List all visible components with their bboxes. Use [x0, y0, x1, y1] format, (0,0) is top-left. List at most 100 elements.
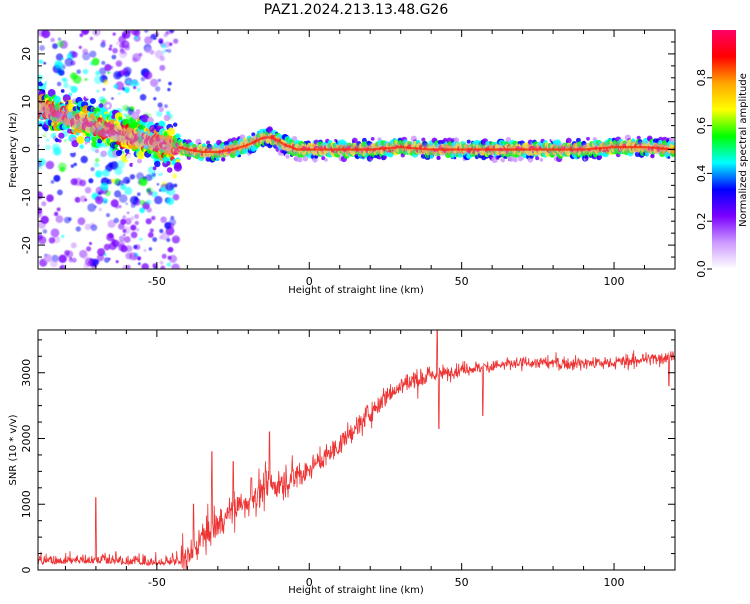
noise-blob — [148, 191, 153, 196]
noise-blob — [103, 79, 109, 85]
noise-blob — [126, 80, 130, 84]
noise-blob — [167, 88, 171, 92]
ridge-blob — [48, 97, 53, 102]
y-tick-label: 20 — [20, 47, 33, 61]
noise-blob — [140, 76, 146, 82]
noise-blob — [52, 143, 60, 151]
ridge-blob — [223, 161, 228, 166]
noise-blob — [103, 243, 111, 251]
noise-blob — [70, 242, 77, 249]
noise-blob — [147, 232, 154, 238]
noise-blob — [56, 207, 61, 212]
ridge-blob — [58, 132, 65, 139]
noise-blob — [57, 37, 62, 41]
noise-blob — [82, 52, 91, 61]
ridge-blob — [370, 137, 375, 141]
noise-blob — [86, 246, 92, 252]
noise-blob — [38, 236, 47, 245]
noise-blob — [139, 94, 147, 101]
noise-blob — [119, 48, 124, 53]
ridge-blob — [139, 123, 146, 131]
ridge-blob — [453, 137, 460, 143]
noise-blob — [88, 178, 94, 184]
noise-blob — [42, 229, 48, 234]
noise-blob — [144, 36, 153, 45]
noise-blob — [113, 84, 118, 89]
noise-blob — [48, 237, 56, 244]
noise-blob — [61, 234, 65, 238]
noise-blob — [171, 235, 180, 244]
ridge-blob — [297, 157, 303, 163]
noise-blob — [126, 179, 130, 183]
ridge-blob — [118, 116, 123, 121]
noise-blob — [94, 75, 103, 85]
ridge-blob — [125, 153, 134, 162]
noise-blob — [116, 183, 120, 187]
noise-blob — [139, 237, 143, 241]
ridge-blob — [653, 158, 658, 163]
ridge-blob — [324, 158, 328, 162]
ridge-blob — [341, 131, 346, 136]
ridge-blob — [174, 162, 182, 170]
noise-blob — [160, 265, 166, 269]
ridge-blob — [100, 150, 108, 157]
noise-blob — [127, 30, 131, 34]
noise-blob — [106, 213, 110, 218]
ridge-blob — [273, 144, 278, 149]
ridge-blob — [251, 132, 256, 137]
noise-blob — [77, 217, 86, 226]
noise-blob — [152, 237, 158, 242]
noise-blob — [139, 199, 146, 206]
noise-blob — [165, 182, 175, 191]
noise-blob — [43, 254, 53, 263]
noise-blob — [157, 102, 163, 108]
x-tick-label: -50 — [148, 275, 166, 288]
noise-blob — [122, 228, 127, 233]
noise-blob — [165, 190, 170, 194]
noise-blob — [84, 78, 88, 81]
noise-blob — [124, 45, 131, 51]
ridge-blob — [307, 159, 312, 164]
ridge-blob — [135, 109, 141, 114]
ridge-blob — [215, 157, 220, 162]
ridge-blob — [97, 138, 103, 144]
ridge-blob — [41, 80, 46, 84]
noise-blob — [62, 77, 68, 83]
noise-blob — [159, 40, 163, 44]
noise-blob — [94, 162, 100, 168]
noise-blob — [56, 81, 62, 87]
snr-x-axis-label: Height of straight line (km) — [288, 585, 424, 596]
noise-blob — [133, 30, 141, 37]
x-tick-label: 50 — [455, 576, 469, 589]
noise-blob — [50, 259, 58, 268]
noise-blob — [53, 174, 61, 182]
noise-blob — [156, 110, 163, 117]
noise-blob — [124, 186, 133, 195]
ridge-blob — [147, 102, 154, 110]
noise-blob — [102, 88, 106, 91]
noise-blob — [70, 72, 78, 80]
noise-blob — [80, 155, 88, 164]
ridge-blob — [166, 161, 171, 166]
noise-blob — [38, 209, 43, 218]
noise-blob — [125, 202, 128, 205]
ridge-blob — [667, 156, 671, 159]
ridge-blob — [264, 147, 268, 151]
noise-blob — [113, 217, 120, 224]
ridge-blob — [562, 159, 567, 164]
noise-blob — [160, 186, 166, 193]
noise-blob — [45, 144, 51, 151]
noise-blob — [111, 97, 114, 100]
ridge-blob — [58, 139, 62, 143]
noise-blob — [159, 260, 164, 265]
noise-blob — [104, 257, 110, 263]
ridge-blob — [140, 105, 147, 112]
noise-blob — [114, 204, 119, 209]
ridge-blob — [140, 114, 150, 123]
ridge-blob — [612, 155, 616, 159]
ridge-blob — [95, 149, 99, 154]
colorbar-tick-label: 0.6 — [695, 117, 708, 135]
x-tick-label: 100 — [604, 576, 625, 589]
noise-blob — [45, 160, 55, 170]
noise-blob — [104, 64, 112, 72]
